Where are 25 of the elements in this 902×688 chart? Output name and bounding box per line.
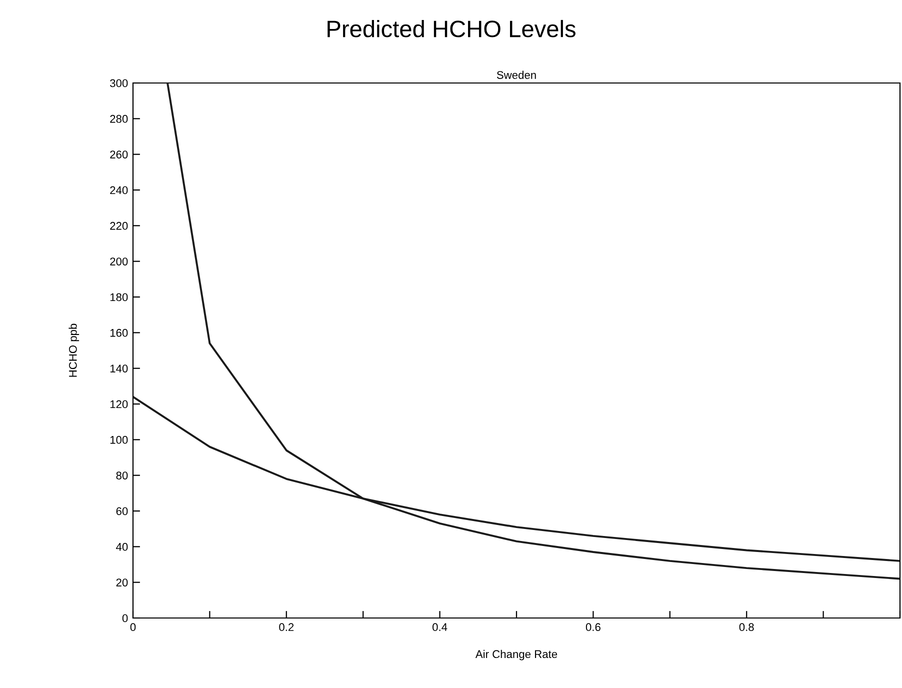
y-tick-label: 100 <box>110 436 128 444</box>
y-tick-label: 160 <box>110 328 128 337</box>
chart-subtitle: Sweden <box>496 70 536 79</box>
x-axis-title: Air Change Rate <box>475 650 558 660</box>
y-tick-label: 280 <box>110 114 128 123</box>
y-tick-label: 220 <box>110 222 128 230</box>
y-tick-label: 140 <box>110 364 128 372</box>
y-tick-label: 40 <box>116 542 128 551</box>
y-tick-label: 0 <box>122 614 128 622</box>
y-tick-label: 300 <box>110 79 128 88</box>
y-tick-label: 260 <box>110 150 128 158</box>
y-axis-title: HCHO ppb <box>68 324 80 377</box>
y-tick-label: 240 <box>110 186 128 194</box>
y-tick-label: 180 <box>110 293 128 302</box>
y-tick-label: 20 <box>116 578 128 586</box>
y-tick-label: 60 <box>116 507 128 516</box>
x-tick-label: 0 <box>130 623 136 632</box>
y-tick-label: 200 <box>110 258 128 266</box>
y-tick-label: 120 <box>110 400 128 408</box>
x-tick-label: 0.4 <box>432 623 448 632</box>
chart-title: Predicted HCHO Levels <box>328 20 576 38</box>
x-tick-label: 0.8 <box>739 623 754 632</box>
y-tick-label: 80 <box>116 472 128 480</box>
x-tick-label: 0.6 <box>586 623 600 632</box>
x-tick-label: 0.2 <box>279 623 294 632</box>
